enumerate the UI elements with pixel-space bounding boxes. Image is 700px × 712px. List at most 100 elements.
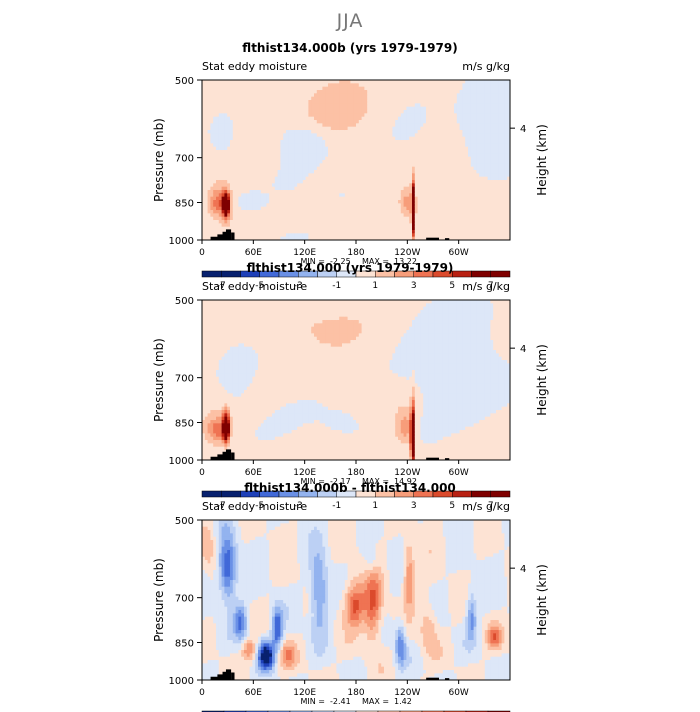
heatmap-cell bbox=[266, 80, 270, 84]
heatmap-cell bbox=[448, 110, 452, 114]
heatmap-cell bbox=[232, 166, 236, 171]
heatmap-cell bbox=[470, 110, 474, 114]
heatmap-cell bbox=[490, 216, 494, 221]
heatmap-cell bbox=[280, 213, 284, 218]
heatmap-cell bbox=[409, 170, 413, 174]
heatmap-cell bbox=[314, 186, 318, 191]
heatmap-cell bbox=[311, 123, 315, 128]
heatmap-cell bbox=[470, 106, 474, 111]
heatmap-cell bbox=[409, 116, 413, 121]
heatmap-cell bbox=[347, 186, 351, 191]
heatmap-cell bbox=[227, 166, 231, 171]
heatmap-cell bbox=[420, 133, 424, 138]
heatmap-cell bbox=[291, 80, 295, 84]
heatmap-cell bbox=[252, 90, 256, 94]
heatmap-cell bbox=[302, 143, 306, 148]
heatmap-cell bbox=[437, 96, 441, 101]
heatmap-cell bbox=[300, 93, 304, 98]
heatmap-cell bbox=[465, 96, 469, 101]
heatmap-cell bbox=[479, 123, 483, 128]
heatmap-cell bbox=[244, 200, 248, 204]
heatmap-cell bbox=[241, 173, 245, 178]
heatmap-cell bbox=[386, 143, 390, 148]
heatmap-cell bbox=[202, 163, 206, 168]
heatmap-cell bbox=[462, 216, 466, 221]
heatmap-cell bbox=[420, 203, 424, 208]
heatmap-cell bbox=[218, 126, 222, 131]
heatmap-cell bbox=[428, 233, 432, 238]
heatmap-cell bbox=[484, 96, 488, 101]
heatmap-cell bbox=[356, 183, 360, 188]
heatmap-cell bbox=[274, 140, 278, 144]
heatmap-cell bbox=[291, 116, 295, 121]
heatmap-cell bbox=[241, 96, 245, 101]
heatmap-cell bbox=[423, 133, 427, 138]
heatmap-cell bbox=[479, 220, 483, 224]
heatmap-cell bbox=[372, 183, 376, 188]
heatmap-cell bbox=[465, 210, 469, 214]
heatmap-cell bbox=[283, 186, 287, 191]
heatmap-cell bbox=[490, 203, 494, 208]
heatmap-cell bbox=[260, 160, 264, 164]
heatmap-cell bbox=[336, 230, 340, 234]
heatmap-cell bbox=[330, 200, 334, 204]
heatmap-cell bbox=[465, 100, 469, 104]
heatmap-cell bbox=[302, 126, 306, 131]
heatmap-cell bbox=[230, 170, 234, 174]
heatmap-cell bbox=[378, 220, 382, 224]
heatmap-cell bbox=[213, 86, 217, 91]
heatmap-cell bbox=[316, 130, 320, 134]
heatmap-cell bbox=[403, 170, 407, 174]
heatmap-cell bbox=[344, 223, 348, 228]
heatmap-cell bbox=[241, 86, 245, 91]
heatmap-cell bbox=[434, 216, 438, 221]
heatmap-cell bbox=[294, 193, 298, 198]
heatmap-cell bbox=[487, 200, 491, 204]
heatmap-cell bbox=[288, 206, 292, 211]
heatmap-cell bbox=[389, 96, 393, 101]
heatmap-cell bbox=[255, 200, 259, 204]
heatmap-cell bbox=[244, 223, 248, 228]
heatmap-cell bbox=[241, 90, 245, 94]
heatmap-cell bbox=[417, 176, 421, 181]
heatmap-cell bbox=[325, 93, 329, 98]
heatmap-cell bbox=[364, 200, 368, 204]
heatmap-cell bbox=[386, 176, 390, 181]
heatmap-cell bbox=[403, 206, 407, 211]
heatmap-cell bbox=[465, 200, 469, 204]
heatmap-cell bbox=[322, 200, 326, 204]
heatmap-cell bbox=[445, 213, 449, 218]
heatmap-cell bbox=[389, 146, 393, 151]
heatmap-cell bbox=[420, 186, 424, 191]
heatmap-cell bbox=[440, 213, 444, 218]
heatmap-cell bbox=[361, 80, 365, 84]
heatmap-cell bbox=[437, 140, 441, 144]
heatmap-cell bbox=[482, 186, 486, 191]
heatmap-cell bbox=[372, 126, 376, 131]
heatmap-cell bbox=[302, 206, 306, 211]
heatmap-cell bbox=[258, 153, 262, 158]
heatmap-cell bbox=[216, 193, 220, 198]
heatmap-cell bbox=[238, 170, 242, 174]
heatmap-cell bbox=[255, 116, 259, 121]
heatmap-cell bbox=[330, 226, 334, 231]
heatmap-cell bbox=[353, 233, 357, 238]
heatmap-cell bbox=[322, 126, 326, 131]
heatmap-cell bbox=[476, 153, 480, 158]
heatmap-cell bbox=[230, 150, 234, 154]
heatmap-cell bbox=[258, 160, 262, 164]
heatmap-cell bbox=[280, 206, 284, 211]
heatmap-cell bbox=[490, 123, 494, 128]
heatmap-cell bbox=[440, 126, 444, 131]
heatmap-cell bbox=[238, 120, 242, 124]
heatmap-cell bbox=[238, 226, 242, 231]
heatmap-cell bbox=[227, 96, 231, 101]
heatmap-cell bbox=[398, 170, 402, 174]
heatmap-cell bbox=[479, 133, 483, 138]
heatmap-cell bbox=[356, 223, 360, 228]
heatmap-cell bbox=[249, 170, 253, 174]
heatmap-cell bbox=[238, 110, 242, 114]
heatmap-cell bbox=[358, 120, 362, 124]
heatmap-cell bbox=[210, 233, 214, 238]
heatmap-cell bbox=[258, 96, 262, 101]
